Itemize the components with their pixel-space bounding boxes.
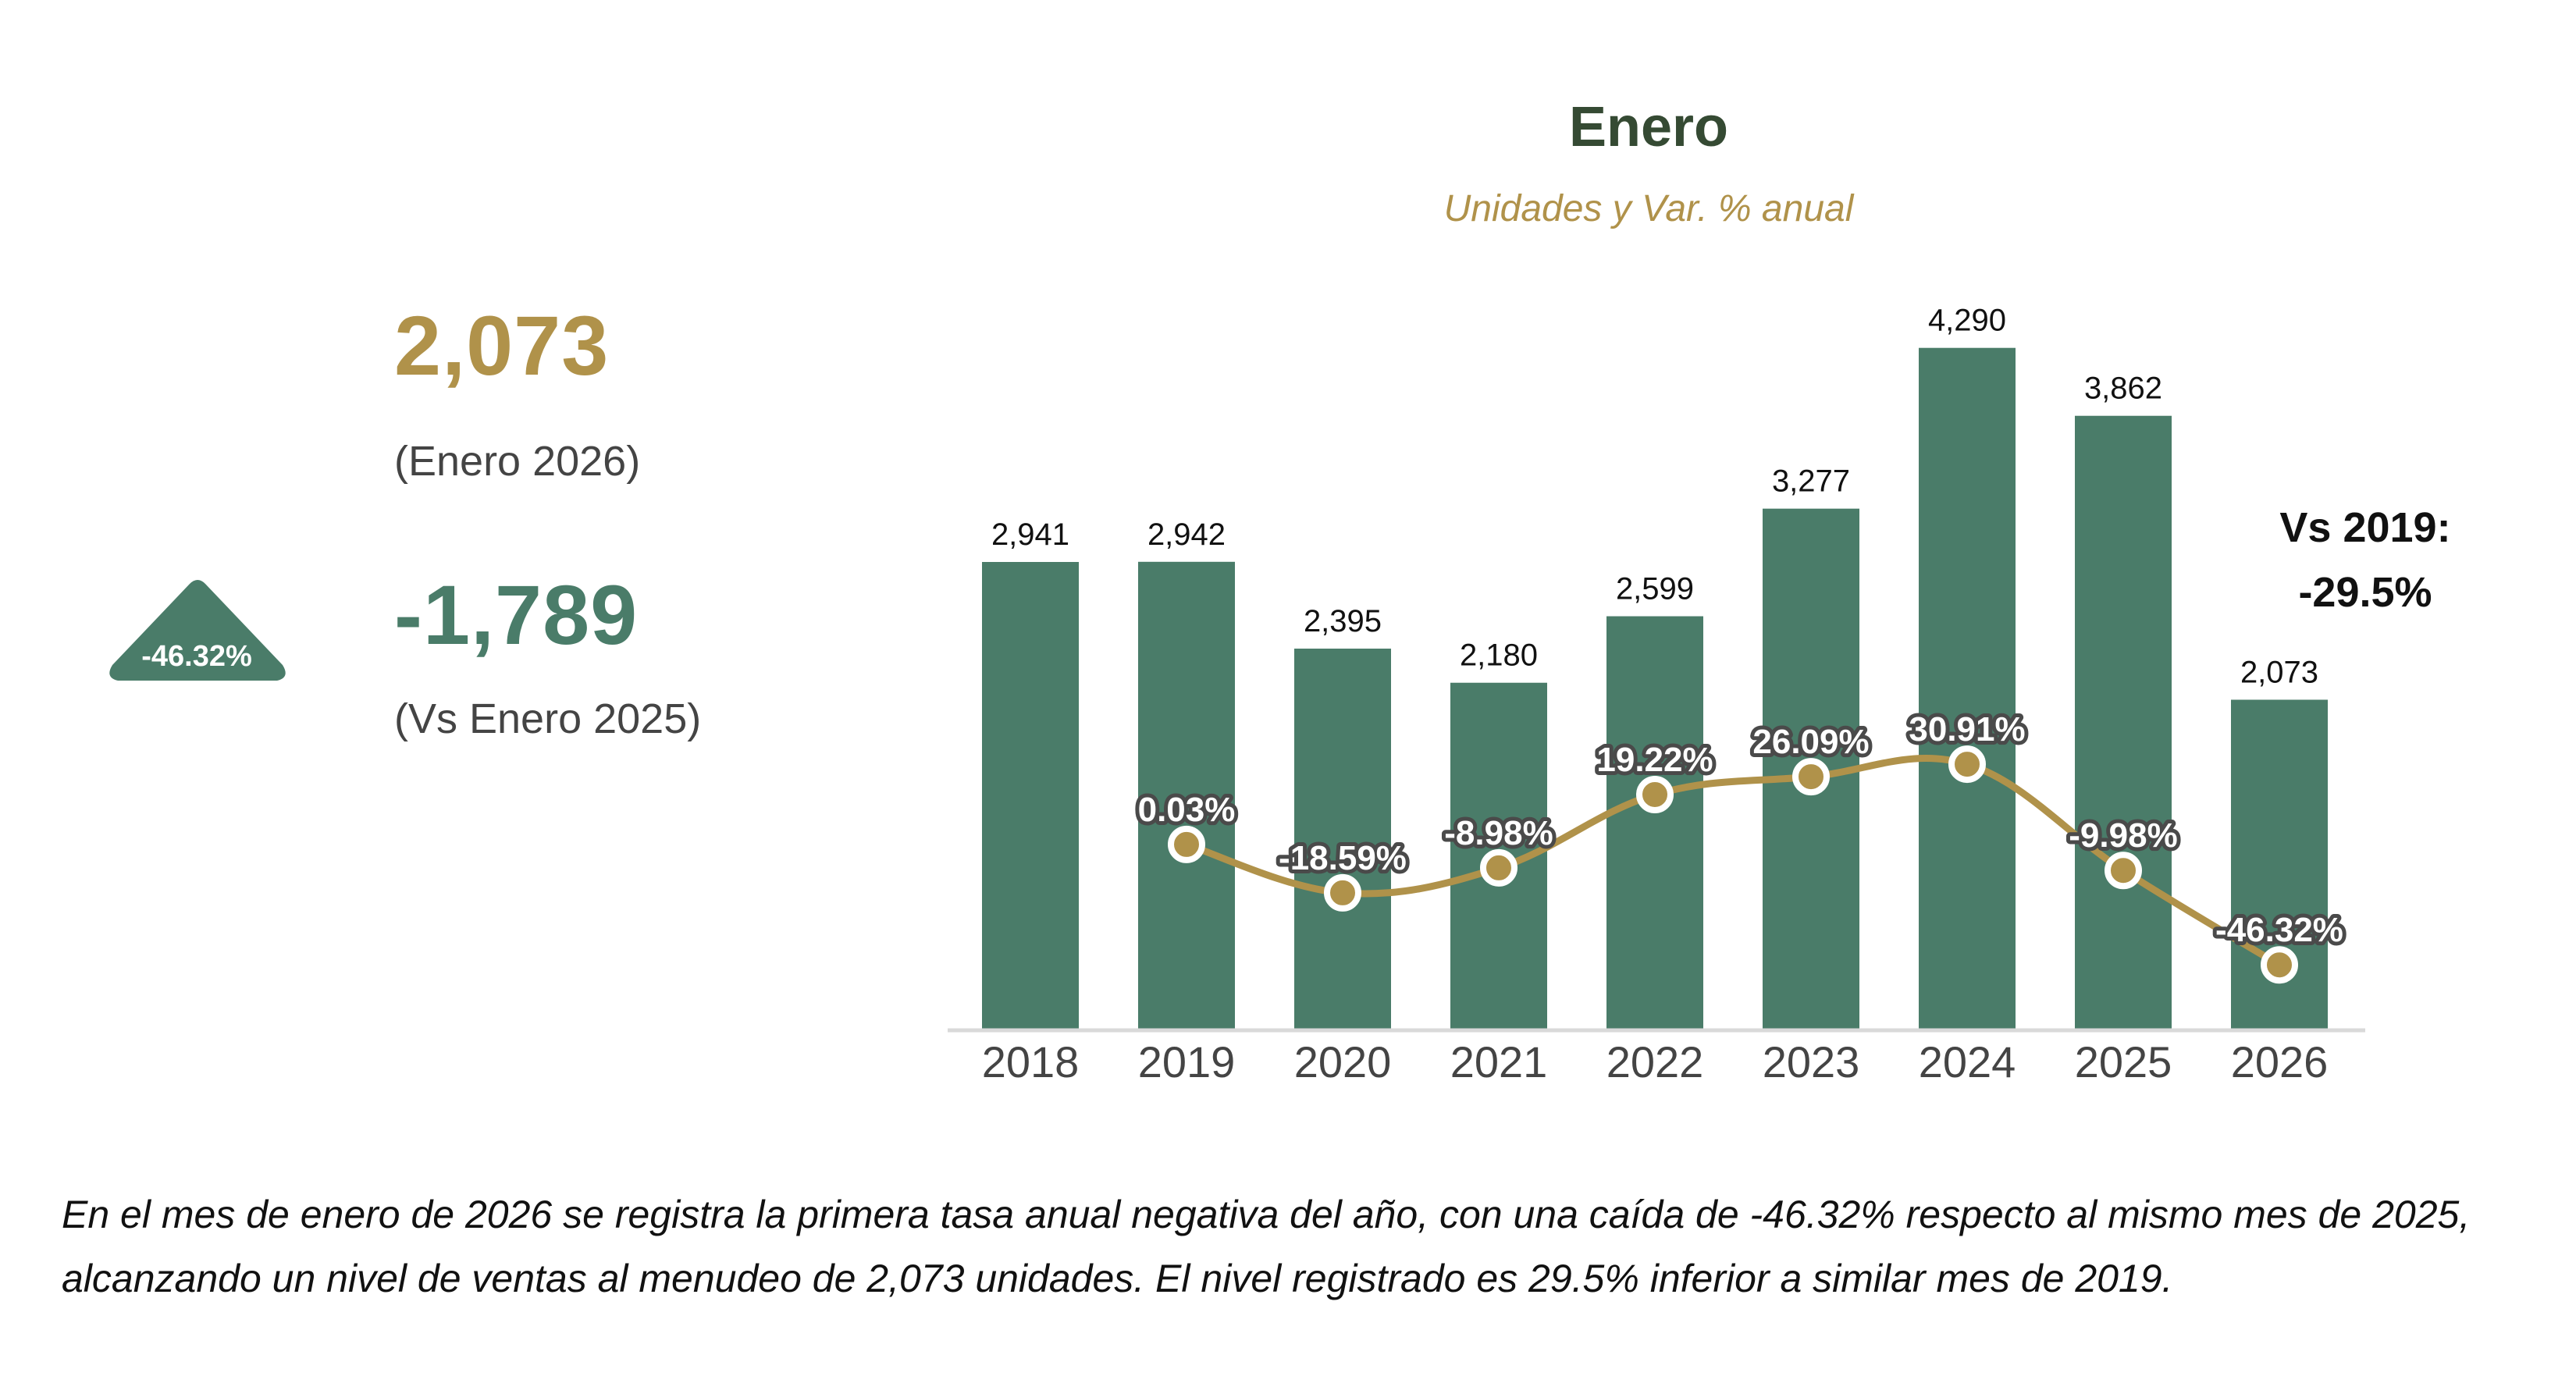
vs-2019-value: -29.5% <box>2298 569 2432 616</box>
marker-2026 <box>2261 946 2298 984</box>
kpi-delta-label: (Vs Enero 2025) <box>394 695 702 742</box>
pct-label-2020: -18.59% <box>1279 839 1407 877</box>
bar-value-label-2021: 2,180 <box>1460 638 1538 673</box>
x-tick-label-2023: 2023 <box>1763 1037 1860 1086</box>
marker-2022 <box>1636 775 1674 813</box>
x-tick-label-2019: 2019 <box>1138 1037 1236 1086</box>
bar-2019 <box>1138 561 1235 1029</box>
marker-2019 <box>1168 825 1205 863</box>
summary-paragraph: En el mes de enero de 2026 se registra l… <box>62 1193 2471 1300</box>
x-tick-label-2022: 2022 <box>1606 1037 1704 1086</box>
bar-value-label-2024: 4,290 <box>1928 304 2006 338</box>
badge-pct-label: -46.32% <box>141 640 252 673</box>
kpi-period-label: (Enero 2026) <box>394 438 641 485</box>
pct-label-2022: 19.22% <box>1596 741 1713 779</box>
marker-2024 <box>1948 745 1986 784</box>
bar-2024 <box>1919 347 2016 1029</box>
marker-2025 <box>2105 852 2142 890</box>
bar-2025 <box>2075 415 2172 1029</box>
marker-2023 <box>1792 758 1830 796</box>
chart-subtitle: Unidades y Var. % anual <box>1443 188 1854 229</box>
chart-title: Enero <box>1568 96 1729 158</box>
bars-layer: 2,941 2,942 2,395 2,180 2,599 3,277 4,290 3,862… <box>982 304 2328 1029</box>
x-tick-label-2020: 2020 <box>1294 1037 1392 1086</box>
kpi-units-value: 2,073 <box>394 298 610 393</box>
pct-label-2023: 26.09% <box>1752 723 1869 761</box>
pct-label-2026: -46.32% <box>2215 911 2343 949</box>
x-tick-label-2024: 2024 <box>1919 1037 2016 1086</box>
pct-label-2019: 0.03% <box>1138 791 1236 829</box>
bar-value-label-2020: 2,395 <box>1304 604 1382 638</box>
marker-2021 <box>1480 848 1517 887</box>
x-tick-labels: 2018 2019 2020 2021 2022 2023 2024 2025 2026 <box>982 1037 2329 1086</box>
pct-label-2025: -9.98% <box>2069 816 2177 855</box>
bar-value-label-2023: 3,277 <box>1772 464 1850 499</box>
x-tick-label-2018: 2018 <box>982 1037 1080 1086</box>
vs-2019-label: Vs 2019: <box>2279 504 2451 551</box>
x-tick-label-2026: 2026 <box>2231 1037 2329 1086</box>
bar-2020 <box>1294 649 1391 1029</box>
bar-value-label-2019: 2,942 <box>1147 517 1226 552</box>
bar-2022 <box>1606 616 1703 1029</box>
marker-2020 <box>1324 873 1361 912</box>
bar-value-label-2022: 2,599 <box>1616 572 1694 606</box>
kpi-delta-value: -1,789 <box>394 567 639 662</box>
pct-label-2024: 30.91% <box>1909 710 2025 749</box>
bar-value-label-2025: 3,862 <box>2084 372 2162 406</box>
markers-layer <box>1168 745 2298 984</box>
bar-value-label-2026: 2,073 <box>2240 655 2318 689</box>
bar-value-label-2018: 2,941 <box>991 517 1069 552</box>
pct-label-2021: -8.98% <box>1444 814 1553 852</box>
bar-2018 <box>982 562 1079 1029</box>
triangle-badge-icon <box>109 580 286 681</box>
pct-labels-layer: 0.03% -18.59% -8.98% 19.22% 26.09% 30.91% -9.9… <box>1134 706 2347 953</box>
x-tick-label-2025: 2025 <box>2075 1037 2172 1086</box>
combo-chart: 2,941 2,942 2,395 2,180 2,599 3,277 4,290 3,862… <box>948 304 2365 1086</box>
x-tick-label-2021: 2021 <box>1450 1037 1548 1086</box>
